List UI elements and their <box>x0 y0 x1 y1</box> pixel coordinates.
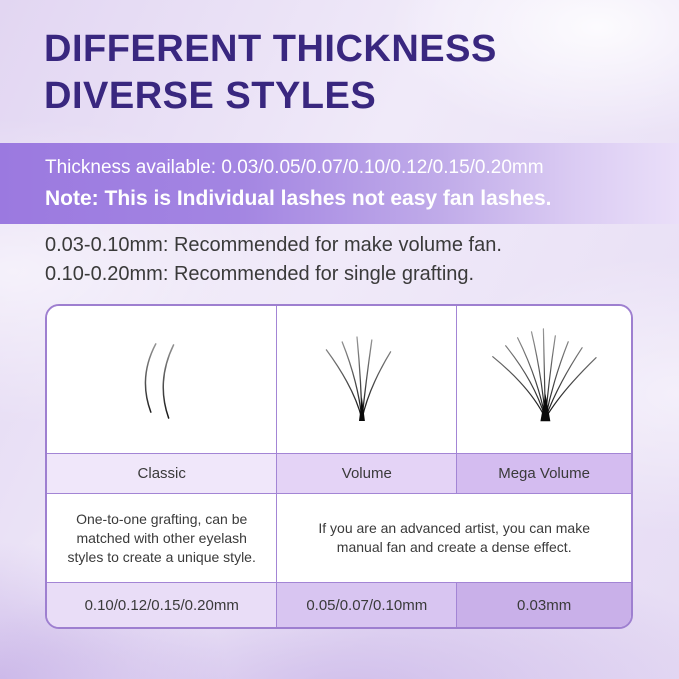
recommendation-volume-fan: 0.03-0.10mm: Recommended for make volume… <box>45 234 502 256</box>
volume-lash-illustration <box>326 336 392 421</box>
recommendation-block: 0.03-0.10mm: Recommended for make volume… <box>45 231 502 289</box>
recommendation-single-grafting: 0.10-0.20mm: Recommended for single graf… <box>45 263 475 285</box>
page-title-line1: DIFFERENT THICKNESS <box>44 28 497 70</box>
description-advanced: If you are an advanced artist, you can m… <box>277 494 631 583</box>
banner-thickness-line: Thickness available: 0.03/0.05/0.07/0.10… <box>45 156 544 178</box>
thickness-banner: Thickness available: 0.03/0.05/0.07/0.10… <box>0 143 679 224</box>
volume-illustration-cell <box>277 306 458 454</box>
mega-volume-illustration-cell <box>457 306 631 454</box>
classic-lash-illustration <box>144 343 175 419</box>
thickness-classic: 0.10/0.12/0.15/0.20mm <box>47 583 278 627</box>
label-classic: Classic <box>47 453 278 495</box>
thickness-volume: 0.05/0.07/0.10mm <box>277 583 458 627</box>
banner-note-line: Note: This is Individual lashes not easy… <box>45 186 552 210</box>
label-mega-volume: Mega Volume <box>457 453 631 495</box>
thickness-mega-volume: 0.03mm <box>457 583 631 627</box>
classic-illustration-cell <box>47 306 278 454</box>
description-classic: One-to-one grafting, can be matched with… <box>47 494 278 583</box>
mega-volume-lash-illustration <box>492 328 597 422</box>
page-title-line2: DIVERSE STYLES <box>44 75 377 117</box>
label-volume: Volume <box>277 453 458 495</box>
page-title: DIFFERENT THICKNESS DIVERSE STYLES <box>44 26 497 120</box>
lash-styles-table: Classic Volume Mega Volume One-to-one gr… <box>45 304 633 629</box>
